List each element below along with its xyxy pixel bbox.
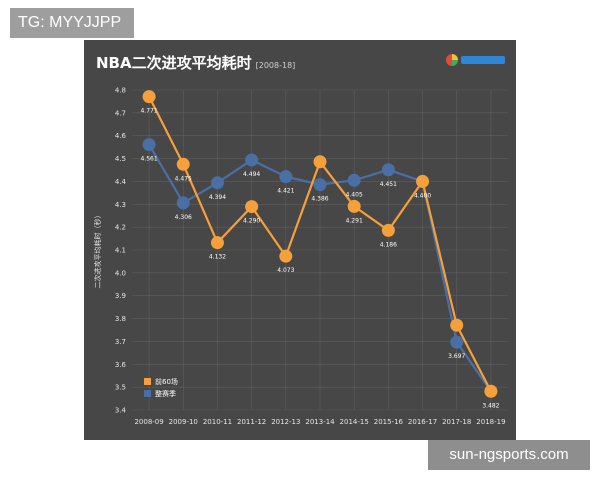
- x-tick-label: 2016-17: [408, 418, 437, 426]
- y-tick-label: 3.7: [115, 338, 126, 346]
- legend-swatch: [144, 378, 151, 385]
- y-tick-label: 3.6: [115, 361, 127, 369]
- data-point: [313, 155, 327, 169]
- data-point: [210, 176, 224, 190]
- x-tick-label: 2017-18: [442, 418, 471, 426]
- data-label: 4.561: [140, 156, 157, 163]
- y-tick-label: 4.8: [115, 87, 126, 95]
- data-point: [142, 138, 156, 152]
- data-point: [245, 200, 259, 214]
- site-watermark: sun-ngsports.com: [428, 440, 590, 470]
- data-point: [450, 318, 464, 332]
- brand-logo-icon: [446, 54, 505, 66]
- x-tick-label: 2015-16: [374, 418, 404, 426]
- y-tick-label: 4.3: [115, 201, 126, 209]
- chart-title-text: NBA二次进攻平均耗时: [96, 54, 252, 72]
- chart-title: NBA二次进攻平均耗时 [2008-18]: [96, 52, 295, 73]
- y-axis-label: 二次进攻平均耗时（秒）: [93, 212, 102, 289]
- data-point: [381, 163, 395, 177]
- data-point: [245, 153, 259, 167]
- y-tick-label: 4.2: [115, 224, 126, 232]
- chart-panel: 4.8 4.7 4.6 4.5 4.4 4.3 4.2 4.1 4.0 3.9 3.8 3.7 3.6 3…: [84, 40, 516, 440]
- data-label: 4.494: [243, 171, 260, 178]
- y-tick-label: 3.9: [115, 292, 126, 300]
- data-label: 4.451: [380, 181, 397, 188]
- legend-swatch: [144, 390, 151, 397]
- data-point: [142, 90, 156, 104]
- x-tick-label: 2010-11: [203, 418, 232, 426]
- data-point: [347, 173, 361, 187]
- x-tick-label: 2011-12: [237, 418, 266, 426]
- data-label: 4.073: [277, 267, 294, 274]
- data-point: [381, 223, 395, 237]
- data-point: [176, 196, 190, 210]
- y-tick-label: 4.0: [115, 269, 126, 277]
- y-tick-label: 4.7: [115, 109, 126, 117]
- data-label: 3.697: [448, 353, 465, 360]
- data-label: 3.482: [482, 402, 499, 409]
- line-chart: 4.8 4.7 4.6 4.5 4.4 4.3 4.2 4.1 4.0 3.9 3.8 3.7 3.6 3…: [93, 87, 508, 426]
- data-point: [416, 174, 430, 188]
- tg-watermark: TG: MYYJJPP: [10, 8, 134, 38]
- y-tick-label: 3.8: [115, 315, 126, 323]
- data-label: 4.394: [209, 194, 226, 201]
- x-tick-label: 2008-09: [134, 418, 163, 426]
- data-label: 4.475: [175, 175, 192, 182]
- legend-label: 前60场: [155, 377, 178, 386]
- y-tick-label: 3.4: [115, 407, 127, 415]
- data-label: 4.291: [346, 217, 363, 224]
- data-label: 4.386: [311, 196, 328, 203]
- x-tick-label: 2009-10: [169, 418, 198, 426]
- data-point: [210, 236, 224, 250]
- data-point: [450, 335, 464, 349]
- x-tick-label: 2018-19: [476, 418, 505, 426]
- y-tick-label: 4.5: [115, 155, 126, 163]
- x-tick-label: 2012-13: [271, 418, 300, 426]
- x-tick-label: 2014-15: [340, 418, 369, 426]
- data-label: 4.306: [175, 214, 192, 221]
- chart-subtitle: [2008-18]: [255, 61, 296, 70]
- data-label: 4.132: [209, 254, 226, 261]
- data-point: [484, 384, 498, 398]
- data-label: 4.186: [380, 241, 397, 248]
- data-label: 4.405: [346, 191, 363, 198]
- y-tick-label: 4.1: [115, 247, 126, 255]
- data-point: [176, 157, 190, 171]
- data-label: 4.400: [414, 192, 431, 199]
- data-point: [279, 249, 293, 263]
- data-label: 4.771: [140, 108, 157, 115]
- y-tick-label: 4.6: [115, 132, 127, 140]
- y-tick-label: 3.5: [115, 384, 126, 392]
- data-label: 4.290: [243, 218, 260, 225]
- data-label: 4.421: [277, 188, 294, 195]
- data-point: [347, 199, 361, 213]
- x-tick-label: 2013-14: [305, 418, 335, 426]
- y-tick-label: 4.4: [115, 178, 127, 186]
- data-point: [279, 170, 293, 184]
- legend-label: 整赛季: [155, 389, 176, 398]
- data-point: [313, 178, 327, 192]
